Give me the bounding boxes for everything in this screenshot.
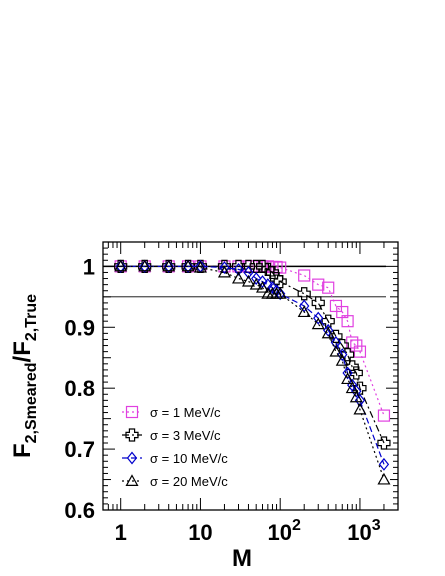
x-axis-title: M xyxy=(232,545,252,572)
data-point xyxy=(181,259,195,272)
y-tick-label: 0.7 xyxy=(64,437,95,462)
axis-ticks-layer xyxy=(102,241,399,511)
x-tick-label: 102 xyxy=(268,517,301,545)
data-point xyxy=(323,323,334,337)
data-point xyxy=(378,457,390,471)
y-tick-label: 0.6 xyxy=(64,498,95,523)
data-point xyxy=(353,402,367,415)
legend-marker xyxy=(125,428,139,442)
data-point xyxy=(297,305,311,318)
data-point xyxy=(354,393,366,407)
legend-entry: σ = 1 MeV/c xyxy=(122,405,221,420)
data-point xyxy=(162,259,176,272)
data-point xyxy=(329,344,343,357)
data-point xyxy=(114,259,128,272)
legend-entry: σ = 20 MeV/c xyxy=(122,474,228,489)
data-point xyxy=(313,311,324,325)
data-point xyxy=(249,277,263,290)
data-point xyxy=(311,317,325,330)
axis-titles-layer: M F2,Smeared/F2,True xyxy=(9,294,252,572)
data-point xyxy=(345,360,359,374)
data-point xyxy=(297,287,311,301)
data-point xyxy=(351,384,362,398)
data-point xyxy=(321,326,335,339)
x-tick-label: 10 xyxy=(188,520,212,545)
data-point xyxy=(335,354,349,366)
data-point xyxy=(231,271,246,284)
legend-entry: σ = 3 MeV/c xyxy=(122,428,221,443)
data-point xyxy=(243,265,254,279)
data-point xyxy=(342,366,353,380)
data-point xyxy=(255,280,270,293)
data-point xyxy=(193,260,207,273)
x-tick-label: 1 xyxy=(115,520,127,545)
data-point xyxy=(322,281,335,294)
data-point xyxy=(138,259,152,272)
series-4 xyxy=(114,259,391,485)
data-point xyxy=(182,259,194,273)
data-point xyxy=(377,472,391,485)
series-line xyxy=(120,265,385,480)
legend-label: σ = 10 MeV/c xyxy=(150,451,228,466)
data-point xyxy=(219,261,230,275)
data-point xyxy=(233,262,244,276)
data-point xyxy=(377,409,391,422)
data-point xyxy=(353,345,367,358)
y-tick-label: 0.8 xyxy=(64,376,95,401)
y-tick-label: 0.9 xyxy=(64,315,95,340)
data-point xyxy=(115,259,126,273)
legend-marker xyxy=(125,474,139,486)
legend-label: σ = 3 MeV/c xyxy=(150,428,221,443)
legend: σ = 1 MeV/c σ = 3 MeV/c σ = 10 MeV/c σ = 20… xyxy=(122,405,228,489)
legend-label: σ = 1 MeV/c xyxy=(150,405,221,420)
legend-label: σ = 20 MeV/c xyxy=(150,474,228,489)
data-point xyxy=(345,381,359,394)
data-point xyxy=(273,287,287,299)
data-point xyxy=(312,278,325,291)
data-point xyxy=(262,278,274,292)
data-point xyxy=(275,287,286,301)
y-axis-title: F2,Smeared/F2,True xyxy=(9,294,40,458)
x-tick-label: 103 xyxy=(347,517,380,545)
data-point xyxy=(217,265,231,278)
data-point xyxy=(139,259,150,273)
legend-entry: σ = 10 MeV/c xyxy=(122,451,228,466)
data-point xyxy=(241,274,255,287)
data-point xyxy=(341,315,354,328)
data-point xyxy=(251,272,262,286)
data-point xyxy=(298,269,311,282)
data-point xyxy=(330,336,342,349)
data-point xyxy=(163,259,174,273)
tick-labels-layer: 1 10 102 103 0.6 0.7 0.8 0.9 1 xyxy=(64,254,380,545)
data-point xyxy=(273,274,287,289)
series-layer xyxy=(114,259,391,485)
data-point xyxy=(311,296,325,310)
legend-marker xyxy=(125,405,139,419)
legend-marker xyxy=(126,451,138,465)
data-point xyxy=(349,390,363,403)
data-point xyxy=(341,372,355,385)
y-tick-label: 1 xyxy=(83,254,95,279)
